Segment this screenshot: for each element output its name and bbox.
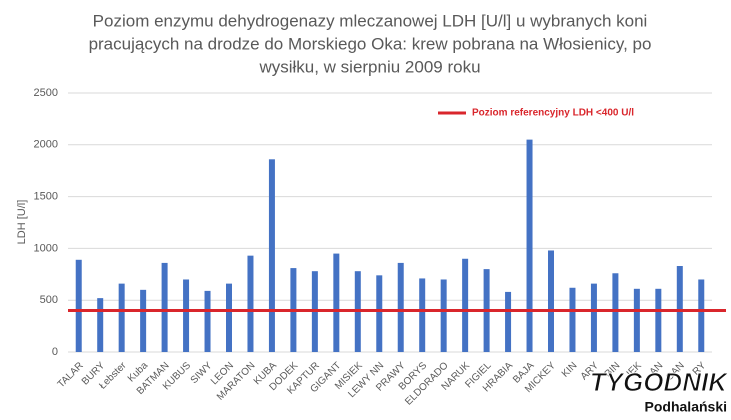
y-tick-label: 1500 xyxy=(34,191,58,203)
bar xyxy=(161,262,168,352)
bar xyxy=(376,275,383,352)
legend-label: Poziom referencyjny LDH <400 U/l xyxy=(472,108,634,119)
bar xyxy=(505,291,512,352)
watermark: Podhalański xyxy=(645,399,727,415)
bar xyxy=(633,288,640,352)
bar xyxy=(419,278,426,352)
bar xyxy=(226,283,232,352)
bar xyxy=(97,298,104,352)
bar xyxy=(655,288,662,352)
bar xyxy=(569,287,576,352)
bar xyxy=(440,279,447,352)
bar xyxy=(247,255,254,352)
bar xyxy=(526,139,533,352)
watermark: TYGODNIK xyxy=(590,367,729,397)
y-tick-label: 500 xyxy=(40,294,58,306)
bar xyxy=(183,279,190,352)
bar xyxy=(140,289,147,352)
y-axis-label: LDH [U/l] xyxy=(16,200,28,245)
bar xyxy=(676,266,683,352)
chart-title: pracujących na drodze do Morskiego Oka: … xyxy=(89,34,652,53)
bar xyxy=(698,279,705,352)
bar xyxy=(548,250,554,352)
bar xyxy=(612,273,619,352)
y-tick-label: 1000 xyxy=(34,242,58,254)
bar xyxy=(204,290,211,352)
chart-title: wysiłku, w sierpniu 2009 roku xyxy=(258,57,480,76)
bar xyxy=(462,258,469,352)
bar xyxy=(75,259,82,352)
y-tick-label: 2500 xyxy=(34,87,58,99)
chart-title: Poziom enzymu dehydrogenazy mleczanowej … xyxy=(93,11,648,30)
bar xyxy=(268,159,275,352)
bar xyxy=(118,283,125,352)
y-tick-label: 0 xyxy=(52,346,58,358)
y-tick-label: 2000 xyxy=(34,139,58,151)
bar xyxy=(397,262,404,352)
bar xyxy=(333,253,340,352)
bar xyxy=(590,283,597,352)
